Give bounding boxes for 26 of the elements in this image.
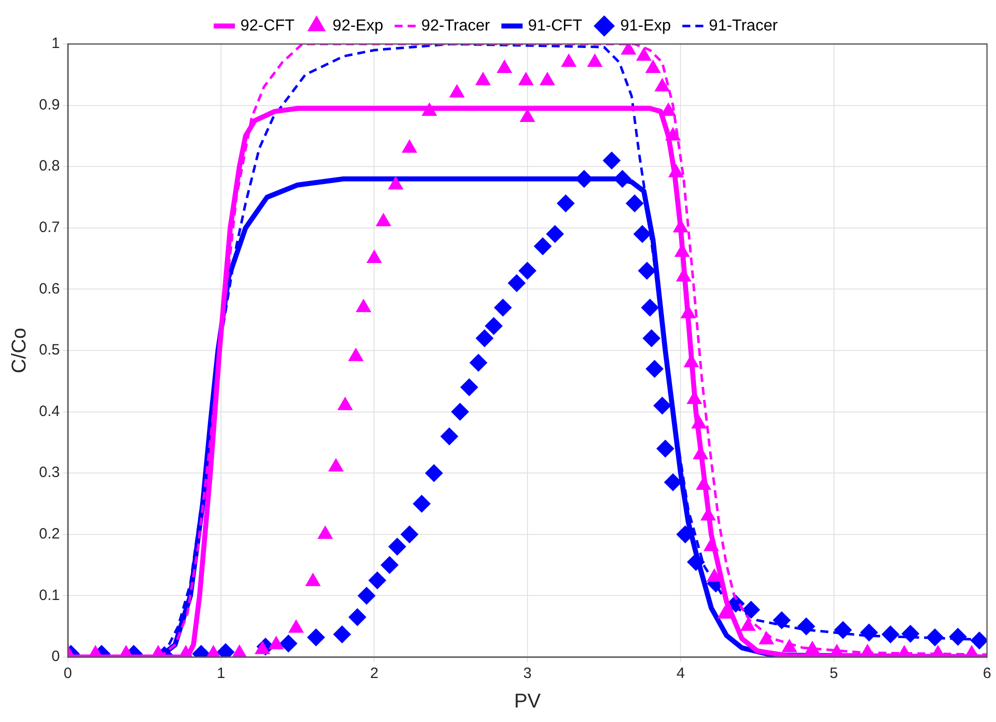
x-tick-label: 4 xyxy=(676,665,685,682)
x-tick-label: 3 xyxy=(523,665,532,682)
y-tick-label: 0.6 xyxy=(38,280,60,298)
legend-label: 92-Tracer xyxy=(421,17,491,34)
x-tick-label: 1 xyxy=(216,665,226,682)
x-tick-label: 0 xyxy=(64,665,72,682)
y-tick-label: 0 xyxy=(52,648,60,666)
legend-label: 91-Exp xyxy=(620,17,672,34)
legend-label: 91-Tracer xyxy=(708,17,778,34)
y-tick-label: 0.2 xyxy=(38,526,60,543)
x-tick-label: 5 xyxy=(830,665,838,682)
legend-label: 92-CFT xyxy=(240,17,295,34)
x-axis-title: PV xyxy=(514,690,542,713)
legend-label: 92-Exp xyxy=(332,17,384,34)
x-tick-label: 2 xyxy=(370,665,378,682)
y-tick-label: 0.5 xyxy=(38,342,60,359)
y-tick-label: 0.1 xyxy=(38,586,60,604)
legend-label: 91-CFT xyxy=(528,17,582,34)
y-tick-label: 0.9 xyxy=(38,96,60,114)
y-tick-label: 0.4 xyxy=(38,402,60,420)
x-tick-label: 6 xyxy=(982,665,992,682)
y-tick-label: 0.8 xyxy=(38,158,60,175)
y-tick-label: 0.7 xyxy=(38,219,60,236)
y-tick-label: 1 xyxy=(52,35,60,52)
y-tick-label: 0.3 xyxy=(38,464,60,482)
y-axis-title: C/Co xyxy=(8,328,31,374)
